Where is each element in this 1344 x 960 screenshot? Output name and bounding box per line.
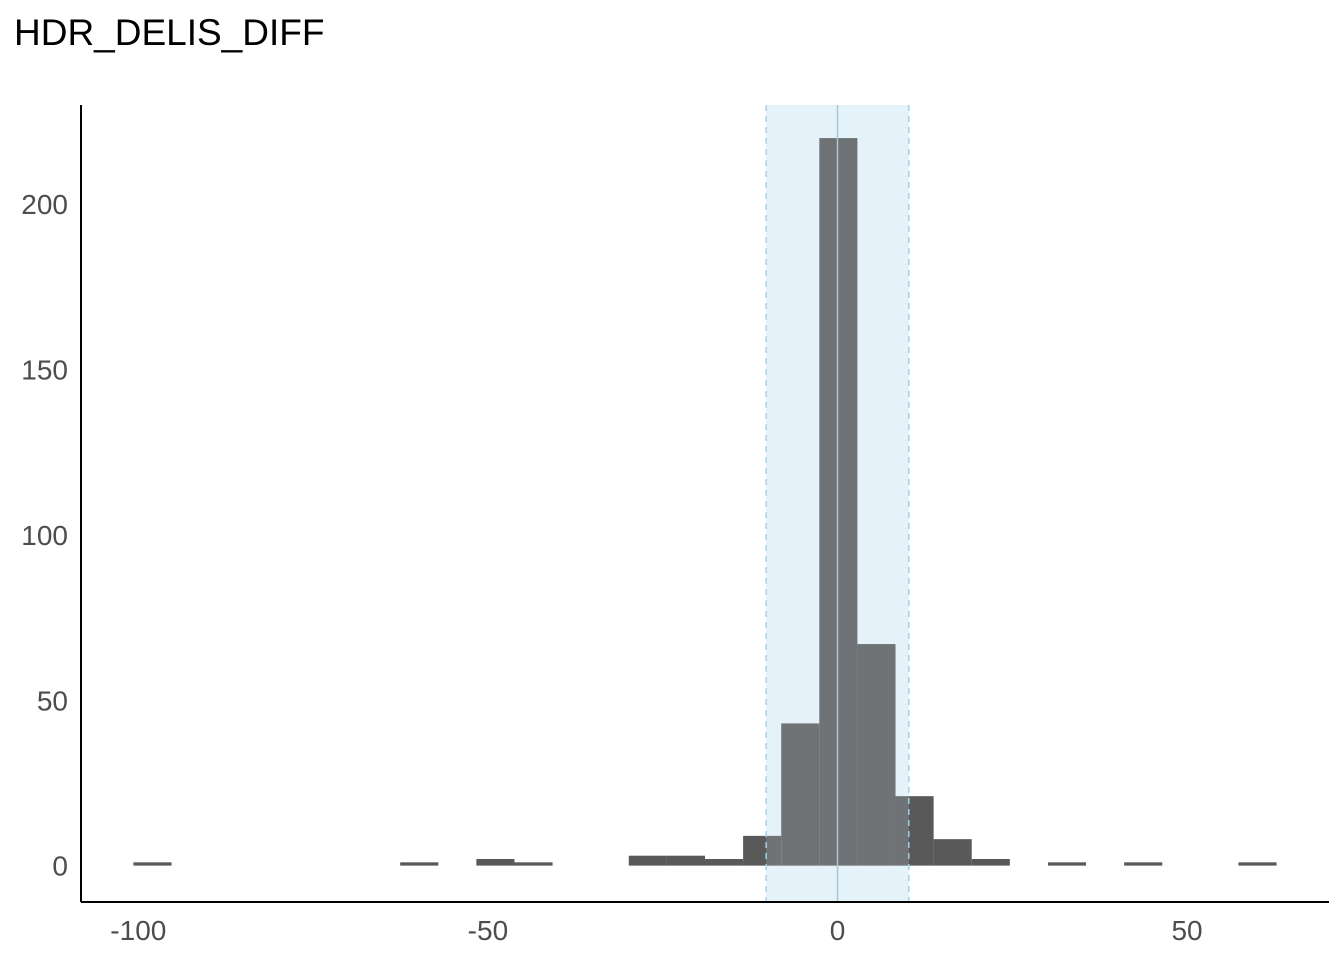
x-tick-label: 0 — [830, 915, 846, 946]
histogram-bar — [514, 862, 553, 866]
histogram-bar — [743, 835, 782, 866]
reference-lines-layer — [765, 105, 910, 902]
histogram-bar — [400, 862, 439, 866]
histogram-bar — [895, 796, 934, 866]
histogram-bars — [133, 138, 1277, 866]
tick-labels: -100 -50 0 50 0 50 100 150 200 — [21, 189, 1202, 946]
histogram-bar — [857, 644, 896, 866]
histogram-bar — [628, 855, 667, 866]
y-tick-label: 0 — [52, 851, 68, 882]
y-tick-label: 100 — [21, 520, 68, 551]
histogram-bar — [1124, 862, 1163, 866]
x-tick-label: -50 — [468, 915, 508, 946]
y-tick-label: 150 — [21, 355, 68, 386]
histogram-bar — [1047, 862, 1087, 866]
histogram-bar — [705, 859, 744, 866]
y-tick-label: 200 — [21, 189, 68, 220]
histogram-bar — [476, 859, 515, 866]
histogram-bar — [819, 138, 858, 866]
x-tick-label: -100 — [110, 915, 166, 946]
histogram-bar — [781, 723, 820, 866]
histogram-bar — [133, 862, 172, 866]
histogram-bar — [933, 839, 972, 866]
x-tick-label: 50 — [1171, 915, 1202, 946]
histogram-bar — [1238, 862, 1277, 866]
histogram-bar — [666, 855, 705, 866]
y-tick-label: 50 — [37, 685, 68, 716]
histogram-bar — [971, 859, 1010, 866]
axes — [80, 105, 1329, 903]
chart-title: HDR_DELIS_DIFF — [14, 12, 324, 53]
